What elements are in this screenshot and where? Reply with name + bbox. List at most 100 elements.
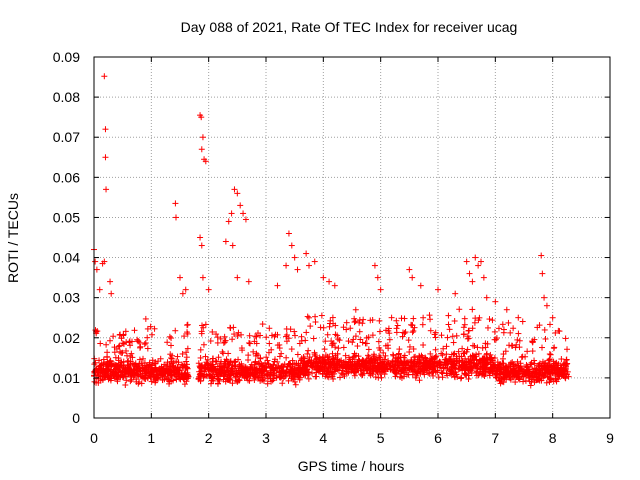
data-point <box>197 346 204 353</box>
data-point <box>198 365 205 372</box>
data-point <box>360 316 367 323</box>
data-point <box>251 377 258 384</box>
data-point <box>392 354 399 361</box>
data-point <box>479 355 486 362</box>
data-point <box>149 331 156 338</box>
data-point <box>117 368 124 375</box>
data-point <box>474 365 481 372</box>
data-point <box>303 329 310 336</box>
data-point <box>274 282 281 289</box>
data-point <box>119 349 126 356</box>
data-point <box>199 134 206 141</box>
data-point <box>237 202 244 209</box>
data-point <box>239 368 246 375</box>
data-point <box>101 258 108 265</box>
data-point <box>202 321 209 328</box>
data-point <box>385 345 392 352</box>
data-point <box>252 359 259 366</box>
data-point <box>322 338 329 345</box>
data-point <box>168 335 175 342</box>
data-point <box>541 326 548 333</box>
data-point <box>184 345 191 352</box>
data-point <box>353 352 360 359</box>
data-point <box>136 356 143 363</box>
data-point <box>506 375 513 382</box>
data-point <box>326 278 333 285</box>
data-point <box>485 368 492 375</box>
data-point <box>555 368 562 375</box>
data-point <box>266 340 273 347</box>
data-point <box>338 370 345 377</box>
x-tick-labels: 0 1 2 3 4 5 6 7 8 9 <box>90 430 614 446</box>
data-point <box>277 373 284 380</box>
data-point <box>543 302 550 309</box>
data-point <box>481 373 488 380</box>
data-point <box>263 354 270 361</box>
data-point <box>331 368 338 375</box>
data-point <box>448 351 455 358</box>
data-point <box>416 353 423 360</box>
data-point <box>321 346 328 353</box>
data-point <box>257 372 264 379</box>
data-point <box>444 334 451 341</box>
data-point <box>326 371 333 378</box>
data-point <box>214 334 221 341</box>
data-point <box>402 329 409 336</box>
data-point <box>264 380 271 387</box>
data-point <box>271 356 278 363</box>
y-tick-labels: 0 0.01 0.02 0.03 0.04 0.05 0.06 0.07 0.08 0.09 <box>53 49 80 426</box>
data-point <box>484 340 491 347</box>
data-point <box>107 337 114 344</box>
data-point <box>371 262 378 269</box>
data-point <box>500 355 507 362</box>
data-point <box>458 374 465 381</box>
data-point <box>393 317 400 324</box>
data-point <box>562 374 569 381</box>
data-point <box>385 325 392 332</box>
data-point <box>549 314 556 321</box>
y-tick-label: 0.08 <box>53 89 80 105</box>
data-point <box>491 355 498 362</box>
data-point <box>250 348 257 355</box>
data-point <box>503 306 510 313</box>
data-point <box>356 357 363 364</box>
data-point <box>451 317 458 324</box>
data-point <box>242 216 249 223</box>
data-point <box>234 190 241 197</box>
data-point <box>433 360 440 367</box>
data-point <box>564 346 571 353</box>
data-point <box>427 327 434 334</box>
data-point <box>405 337 412 344</box>
y-tick-label: 0.02 <box>53 330 80 346</box>
data-point <box>489 317 496 324</box>
data-point <box>471 361 478 368</box>
data-point <box>398 367 405 374</box>
data-point <box>432 346 439 353</box>
data-point <box>294 351 301 358</box>
data-point <box>491 336 498 343</box>
data-point <box>142 339 149 346</box>
data-point <box>375 374 382 381</box>
data-point <box>258 360 265 367</box>
data-point <box>326 364 333 371</box>
data-point <box>213 331 220 338</box>
data-point <box>234 274 241 281</box>
data-point <box>131 369 138 376</box>
y-tick-label: 0.07 <box>53 129 80 145</box>
data-point <box>311 353 318 360</box>
data-point <box>236 377 243 384</box>
axis-ticks <box>93 56 611 419</box>
data-point <box>449 364 456 371</box>
data-point <box>519 372 526 379</box>
data-point <box>196 371 203 378</box>
data-point <box>492 362 499 369</box>
data-point <box>232 374 239 381</box>
x-tick-label: 0 <box>90 430 98 446</box>
data-point <box>220 376 227 383</box>
data-point <box>480 274 487 281</box>
data-point <box>127 360 134 367</box>
data-point <box>540 374 547 381</box>
data-point <box>519 353 526 360</box>
data-point <box>202 158 209 165</box>
data-point <box>137 344 144 351</box>
